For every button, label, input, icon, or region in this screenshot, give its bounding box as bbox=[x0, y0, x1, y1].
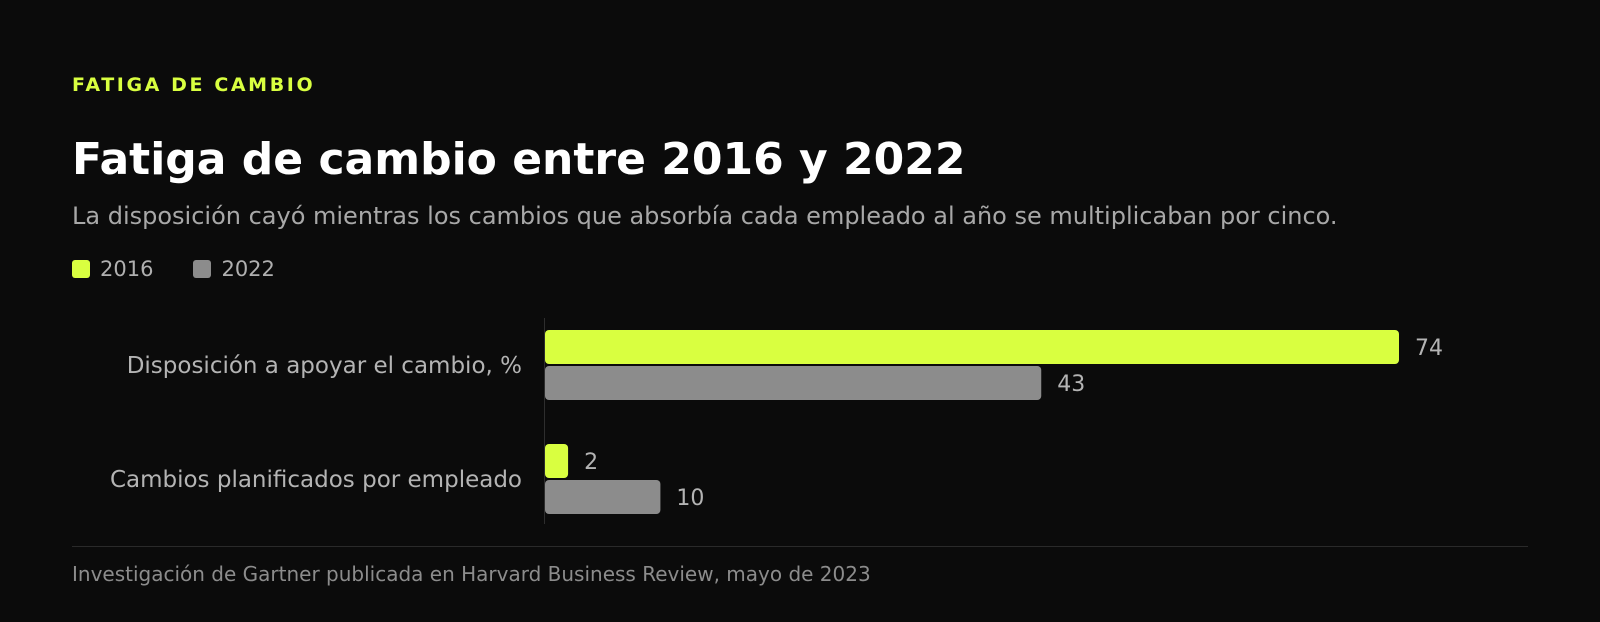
bar-2016 bbox=[545, 444, 569, 478]
legend-label-2016: 2016 bbox=[100, 257, 154, 281]
chart-legend: 2016 2022 bbox=[72, 257, 315, 281]
chart-title: Fatiga de cambio entre 2016 y 2022 bbox=[72, 134, 966, 185]
bar-2022 bbox=[545, 366, 1042, 400]
chart-subtitle: La disposición cayó mientras los cambios… bbox=[72, 202, 1338, 230]
footer-divider bbox=[72, 546, 1528, 547]
data-label-2016: 2 bbox=[584, 450, 598, 475]
chart-eyebrow: FATIGA DE CAMBIO bbox=[72, 74, 316, 96]
legend-item-2022: 2022 bbox=[193, 257, 275, 281]
data-label-2022: 10 bbox=[676, 486, 704, 511]
bar-2022 bbox=[545, 480, 661, 514]
category-label: Cambios planificados por empleado bbox=[110, 467, 522, 493]
legend-swatch-2022 bbox=[193, 260, 212, 278]
data-label-2016: 74 bbox=[1415, 336, 1443, 361]
data-label-2022: 43 bbox=[1057, 372, 1085, 397]
legend-swatch-2016 bbox=[72, 260, 90, 278]
legend-label-2022: 2022 bbox=[221, 257, 275, 281]
legend-item-2016: 2016 bbox=[72, 257, 153, 281]
category-label: Disposición a apoyar el cambio, % bbox=[127, 353, 522, 379]
source-note: Investigación de Gartner publicada en Ha… bbox=[72, 562, 871, 586]
bar-2016 bbox=[545, 330, 1399, 364]
bar-chart: Disposición a apoyar el cambio, % 74 43 Cam… bbox=[110, 318, 1443, 524]
